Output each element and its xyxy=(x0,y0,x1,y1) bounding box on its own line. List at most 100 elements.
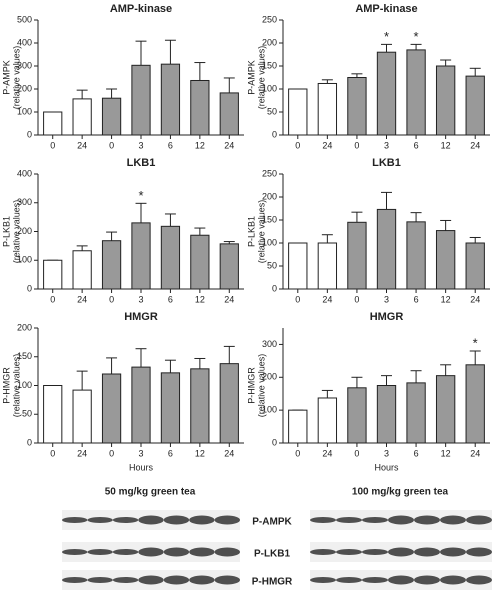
y-tick-label: 200 xyxy=(17,83,32,93)
y-tick-label: 250 xyxy=(262,14,277,24)
y-axis-label: P-LKB1 xyxy=(246,216,256,247)
y-axis-label: P-LKB1 xyxy=(1,216,11,247)
bar xyxy=(435,375,456,444)
x-tick-label: 12 xyxy=(441,140,451,150)
bar xyxy=(43,111,63,136)
y-tick-label: 200 xyxy=(262,37,277,47)
blot-label: P-AMPK xyxy=(252,517,292,528)
blot-band xyxy=(189,575,215,585)
x-tick-label: 0 xyxy=(354,448,359,458)
y-tick-label: 0 xyxy=(27,437,32,447)
x-tick-label: 24 xyxy=(224,140,234,150)
bar xyxy=(43,259,63,290)
x-tick-label: 0 xyxy=(50,294,55,304)
x-tick-label: 24 xyxy=(470,448,480,458)
blot-band xyxy=(362,577,388,583)
y-tick-label: 100 xyxy=(17,380,32,390)
blot-band xyxy=(310,577,336,583)
x-tick-label: 3 xyxy=(138,140,143,150)
bar xyxy=(101,373,122,444)
y-tick-label: 100 xyxy=(262,83,277,93)
blot-band xyxy=(388,547,414,557)
x-tick-label: 24 xyxy=(77,448,87,458)
x-tick-label: 6 xyxy=(414,294,419,304)
bar xyxy=(131,366,151,444)
y-tick-label: 0 xyxy=(272,283,277,293)
x-tick-label: 0 xyxy=(354,294,359,304)
x-tick-label: 0 xyxy=(295,140,300,150)
chart-title: HMGR xyxy=(124,311,158,323)
x-tick-label: 0 xyxy=(109,294,114,304)
bar xyxy=(190,79,210,136)
significance-marker: * xyxy=(138,188,143,203)
bar xyxy=(72,389,92,444)
chart-title: AMP-kinase xyxy=(110,3,172,15)
bar xyxy=(435,230,456,290)
blot-band xyxy=(112,577,139,583)
x-tick-label: 24 xyxy=(322,140,332,150)
y-axis-label: (relative values) xyxy=(256,200,266,264)
x-tick-label: 12 xyxy=(195,448,205,458)
y-tick-label: 100 xyxy=(262,237,277,247)
significance-marker: * xyxy=(473,335,478,350)
bar xyxy=(347,77,367,136)
y-tick-label: 50 xyxy=(267,260,277,270)
bar xyxy=(131,222,151,290)
bar xyxy=(406,221,426,290)
x-tick-label: 0 xyxy=(295,294,300,304)
y-tick-label: 100 xyxy=(262,405,277,415)
y-tick-label: 250 xyxy=(262,168,277,178)
x-tick-label: 3 xyxy=(384,140,389,150)
blot-band xyxy=(214,515,241,525)
chart-title: HMGR xyxy=(370,311,404,323)
y-tick-label: 100 xyxy=(17,255,32,265)
x-tick-label: 12 xyxy=(195,140,205,150)
blot-band xyxy=(466,547,492,557)
significance-marker: * xyxy=(414,29,419,44)
x-tick-label: 6 xyxy=(168,140,173,150)
x-axis-label: Hours xyxy=(374,462,399,472)
x-tick-label: 0 xyxy=(109,140,114,150)
y-tick-label: 150 xyxy=(262,214,277,224)
bar xyxy=(131,64,151,136)
bar xyxy=(376,208,397,290)
x-tick-label: 6 xyxy=(168,294,173,304)
x-tick-label: 3 xyxy=(138,448,143,458)
y-axis-label: (relative values) xyxy=(256,354,266,418)
blot-band xyxy=(87,517,113,523)
bar xyxy=(219,363,239,444)
bar xyxy=(288,88,308,136)
y-axis-label: P-HMGR xyxy=(246,367,256,404)
y-tick-label: 500 xyxy=(17,14,32,24)
bar xyxy=(72,250,92,290)
y-axis-label: (relative values) xyxy=(11,46,21,110)
x-tick-label: 24 xyxy=(77,294,87,304)
blot-band xyxy=(310,549,336,555)
y-tick-label: 0 xyxy=(272,129,277,139)
bar xyxy=(288,242,308,290)
x-tick-label: 0 xyxy=(50,140,55,150)
bar xyxy=(406,382,426,444)
y-axis-label: (relative values) xyxy=(11,200,21,264)
blot-band xyxy=(440,575,466,585)
bar xyxy=(190,368,210,444)
bar xyxy=(376,385,397,444)
blot-band xyxy=(189,547,215,557)
x-tick-label: 6 xyxy=(414,448,419,458)
x-tick-label: 6 xyxy=(414,140,419,150)
blot-band xyxy=(440,515,466,525)
bar xyxy=(317,82,338,136)
bar xyxy=(101,240,122,290)
y-tick-label: 150 xyxy=(262,60,277,70)
bar xyxy=(160,63,181,136)
y-tick-label: 300 xyxy=(262,339,277,349)
chart-title: AMP-kinase xyxy=(355,3,417,15)
bar xyxy=(465,364,485,444)
blot-band xyxy=(214,547,241,557)
x-axis-label: Hours xyxy=(129,462,154,472)
bar xyxy=(406,49,426,136)
x-tick-label: 0 xyxy=(50,448,55,458)
x-tick-label: 12 xyxy=(195,294,205,304)
bar xyxy=(219,92,239,136)
blot-band xyxy=(336,577,362,583)
